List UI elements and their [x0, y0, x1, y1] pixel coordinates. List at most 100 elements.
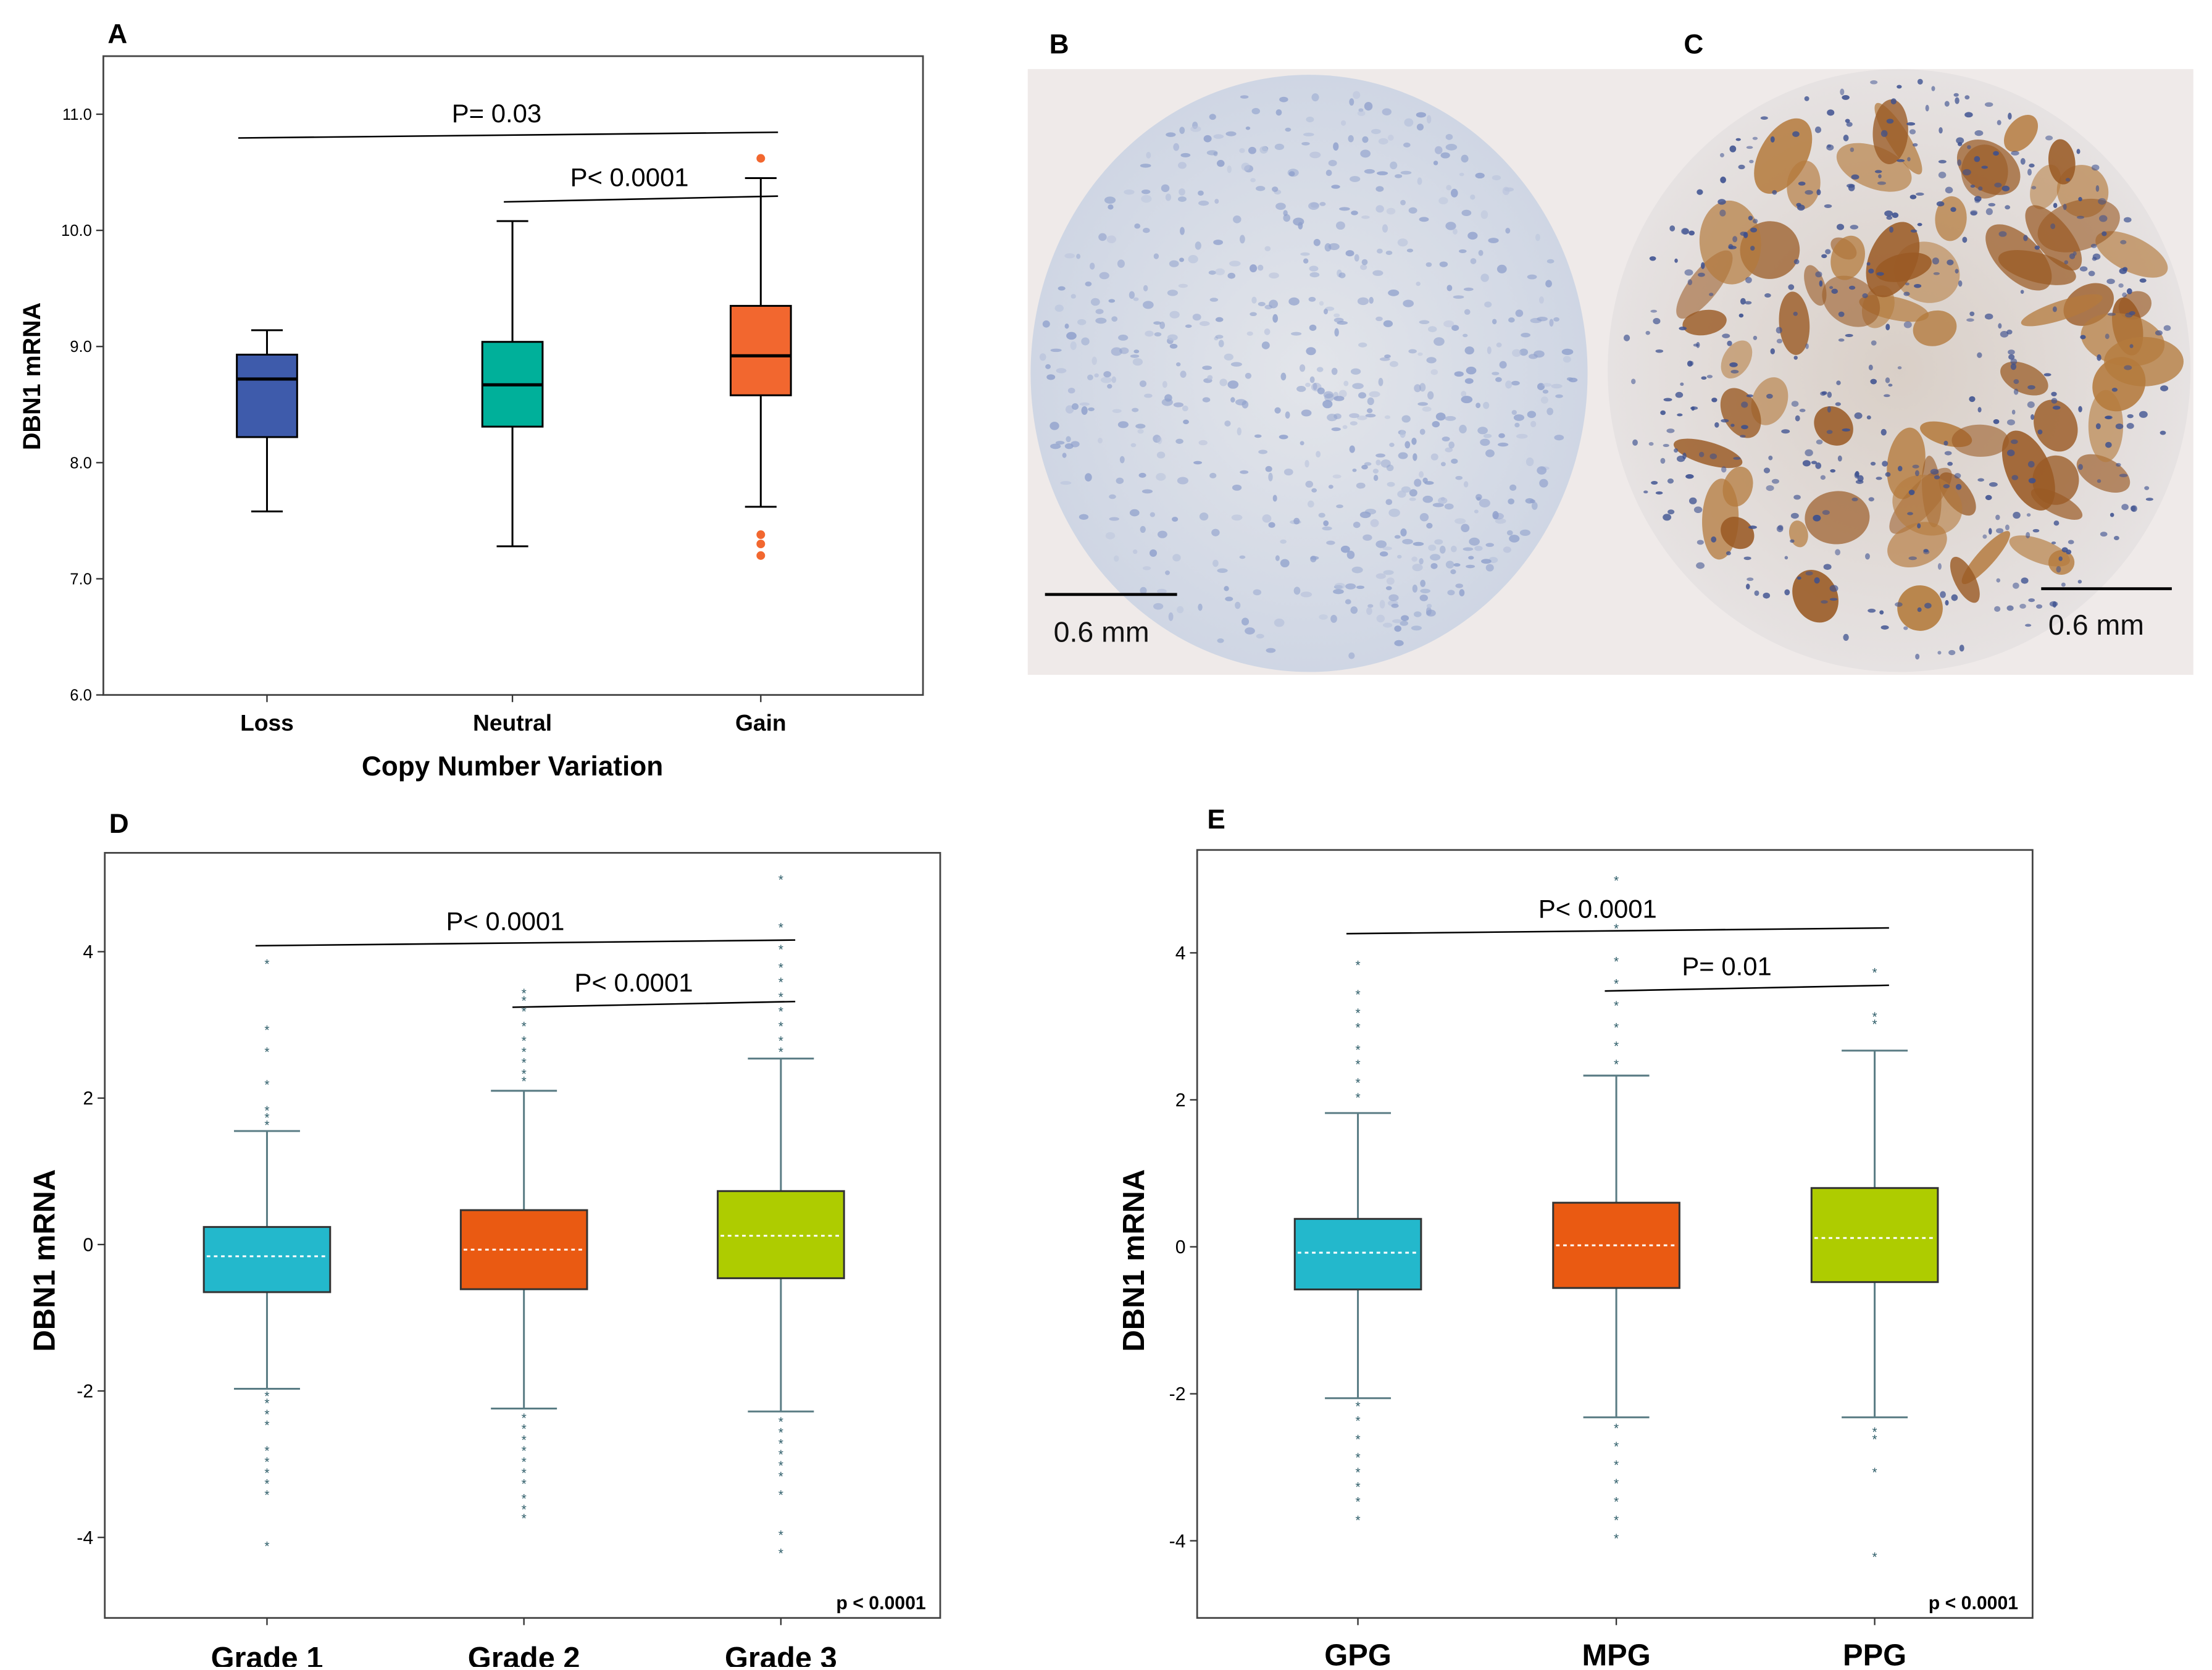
cell-nucleus: [1660, 457, 1666, 464]
cell-nucleus: [1319, 614, 1328, 620]
cell-nucleus: [1850, 225, 1859, 230]
cell-nucleus: [1463, 547, 1474, 551]
outlier-point: *: [522, 1019, 527, 1033]
cell-nucleus: [1157, 588, 1167, 594]
cell-nucleus: [1525, 457, 1534, 467]
cell-nucleus: [1107, 384, 1112, 389]
cell-nucleus: [1697, 189, 1703, 195]
cell-nucleus: [1141, 189, 1151, 194]
cell-nucleus: [1272, 186, 1279, 192]
cell-nucleus: [1434, 337, 1445, 346]
cell-nucleus: [1143, 228, 1150, 233]
cell-nucleus: [1889, 227, 1894, 233]
cell-nucleus: [1521, 333, 1531, 338]
cell-nucleus: [1401, 415, 1411, 423]
cell-nucleus: [1130, 354, 1140, 358]
cell-nucleus: [1439, 545, 1446, 554]
cell-nucleus: [1709, 453, 1717, 459]
cell-nucleus: [1372, 270, 1384, 276]
outlier-point: *: [1872, 1466, 1877, 1480]
cell-nucleus: [1317, 387, 1325, 395]
cell-nucleus: [2110, 512, 2114, 517]
cell-nucleus: [1915, 653, 1920, 660]
cell-nucleus: [1446, 185, 1452, 191]
cell-nucleus: [1995, 514, 2000, 520]
outlier-point: *: [264, 1444, 269, 1458]
cell-nucleus: [2032, 528, 2040, 533]
box: [202, 1225, 332, 1293]
cell-nucleus: [1085, 473, 1092, 482]
cell-nucleus: [1750, 227, 1758, 233]
cell-nucleus: [1868, 364, 1873, 370]
cell-nucleus: [2013, 582, 2019, 589]
x-category-label: Gain: [735, 710, 787, 736]
cell-nucleus: [1419, 471, 1424, 478]
cell-nucleus: [1829, 286, 1834, 290]
cell-nucleus: [2005, 524, 2010, 530]
cell-nucleus: [2011, 439, 2018, 445]
cell-nucleus: [1955, 97, 1959, 104]
cell-nucleus: [1908, 490, 1915, 495]
cell-nucleus: [2076, 215, 2085, 219]
cell-nucleus: [1149, 549, 1158, 557]
cell-nucleus: [1840, 88, 1845, 96]
cell-nucleus: [1397, 238, 1408, 247]
cell-nucleus: [1173, 402, 1184, 407]
outlier-point: *: [1614, 1421, 1619, 1435]
cell-nucleus: [1511, 380, 1520, 386]
cell-nucleus: [1793, 495, 1801, 500]
cell-nucleus: [1826, 430, 1833, 434]
cell-nucleus: [2061, 582, 2066, 587]
cell-nucleus: [1340, 120, 1346, 126]
cell-nucleus: [1882, 461, 1888, 467]
cell-nucleus: [2120, 240, 2127, 244]
cell-nucleus: [1098, 437, 1103, 444]
cell-nucleus: [1422, 495, 1434, 503]
cell-nucleus: [1481, 559, 1492, 564]
cell-nucleus: [1445, 561, 1454, 569]
cell-nucleus: [1103, 371, 1111, 378]
cell-nucleus: [1333, 396, 1345, 401]
cell-nucleus: [1824, 204, 1832, 208]
cell-nucleus: [1379, 599, 1385, 609]
cell-nucleus: [2076, 149, 2081, 154]
cell-nucleus: [1943, 440, 1948, 446]
cell-nucleus: [1444, 503, 1454, 510]
cell-nucleus: [1162, 381, 1167, 388]
cell-nucleus: [1359, 511, 1371, 519]
outlier-point: *: [522, 1074, 527, 1088]
cell-nucleus: [1461, 524, 1470, 532]
stained-cell-cluster: [2032, 455, 2079, 505]
cell-nucleus: [1279, 435, 1288, 440]
cell-nucleus: [1680, 228, 1689, 235]
cell-nucleus: [1720, 177, 1726, 183]
cell-nucleus: [1760, 116, 1768, 120]
cell-nucleus: [1666, 428, 1675, 433]
cell-nucleus: [1332, 474, 1342, 478]
cell-nucleus: [1967, 145, 1971, 149]
cell-nucleus: [2118, 283, 2124, 288]
y-tick-label: 2: [1175, 1090, 1186, 1111]
cell-nucleus: [1375, 573, 1386, 579]
cell-nucleus: [1409, 489, 1417, 497]
outlier-point: *: [778, 1415, 783, 1429]
outlier-point: *: [1872, 1017, 1877, 1032]
cell-nucleus: [1467, 232, 1478, 240]
outlier-point: *: [1614, 1440, 1619, 1454]
cell-nucleus: [1350, 606, 1358, 614]
cell-nucleus: [1772, 190, 1777, 195]
cell-nucleus: [1285, 411, 1290, 419]
cell-nucleus: [1509, 484, 1517, 491]
cell-nucleus: [1365, 414, 1376, 418]
cell-nucleus: [1909, 129, 1916, 135]
outlier-point: *: [778, 1448, 783, 1462]
cell-nucleus: [1790, 512, 1799, 519]
cell-nucleus: [1400, 430, 1406, 438]
cell-nucleus: [2095, 423, 2101, 430]
cell-nucleus: [1433, 161, 1438, 165]
cell-nucleus: [1434, 146, 1443, 154]
y-tick-label: -4: [77, 1528, 93, 1548]
cell-nucleus: [1719, 209, 1726, 217]
cell-nucleus: [1167, 290, 1178, 296]
cell-nucleus: [1815, 462, 1822, 469]
